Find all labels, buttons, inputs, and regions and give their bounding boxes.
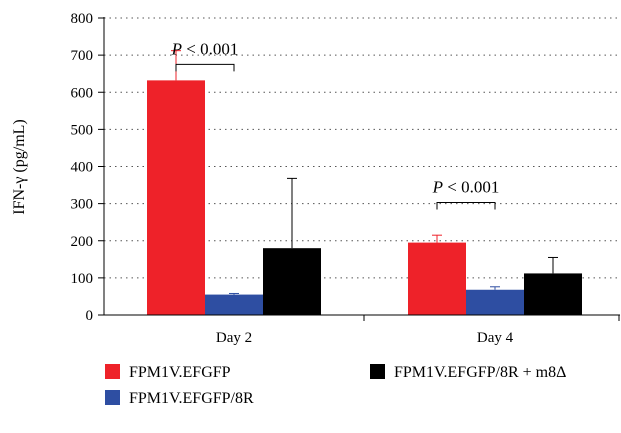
significance-annotations: P < 0.001 P < 0.001 bbox=[171, 39, 500, 210]
legend-swatch bbox=[370, 364, 385, 379]
axes: 0 100 200 300 400 500 600 700 800 Day 2 Day 4 bbox=[71, 11, 620, 346]
bars bbox=[147, 80, 582, 316]
significance-bracket bbox=[175, 63, 235, 72]
significance-bracket bbox=[436, 202, 496, 210]
legend-swatch bbox=[105, 390, 120, 405]
legend: FPM1V.EFGFP FPM1V.EFGFP/8R FPM1V.EFGFP/8R … bbox=[105, 364, 566, 407]
bar bbox=[263, 248, 321, 315]
bar bbox=[147, 80, 205, 316]
y-tick-label: 0 bbox=[86, 308, 94, 324]
y-tick-label: 600 bbox=[71, 85, 94, 101]
error-bars bbox=[171, 50, 558, 295]
legend-label: FPM1V.EFGFP/8R bbox=[129, 390, 254, 407]
y-axis-label: IFN-γ (pg/mL) bbox=[11, 119, 28, 215]
p-value-label: P < 0.001 bbox=[171, 39, 239, 58]
bar bbox=[408, 242, 466, 315]
bar bbox=[524, 273, 582, 315]
bar bbox=[205, 294, 263, 315]
y-tick-label: 100 bbox=[71, 271, 94, 287]
p-value-label: P < 0.001 bbox=[432, 178, 500, 197]
legend-label: FPM1V.EFGFP/8R + m8Δ bbox=[394, 364, 566, 381]
legend-swatch bbox=[105, 364, 120, 379]
y-tick-label: 300 bbox=[71, 197, 94, 213]
y-tick-label: 400 bbox=[71, 160, 94, 176]
y-tick-label: 500 bbox=[71, 122, 94, 138]
x-tick-label: Day 4 bbox=[477, 330, 514, 346]
legend-label: FPM1V.EFGFP bbox=[129, 364, 231, 381]
y-tick-label: 800 bbox=[71, 11, 94, 27]
bar bbox=[466, 289, 524, 315]
y-tick-label: 200 bbox=[71, 234, 94, 250]
x-tick-label: Day 2 bbox=[216, 330, 252, 346]
y-tick-label: 700 bbox=[71, 48, 94, 64]
